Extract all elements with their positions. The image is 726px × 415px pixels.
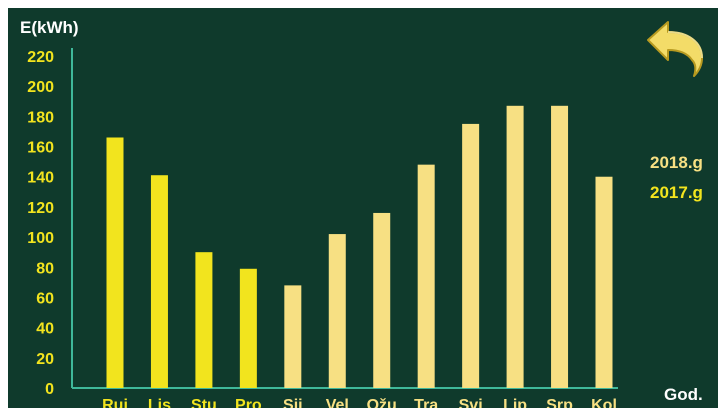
x-tick-label: Lis [148,397,171,408]
bar [106,137,124,388]
bar [462,123,480,388]
bar [506,105,524,389]
bar [551,105,569,389]
y-tick-label: 140 [27,170,54,187]
x-tick-label: Ruj [102,397,128,408]
x-tick-label: Sij [283,397,303,408]
x-tick-label: Lip [503,397,527,408]
y-tick-label: 100 [27,230,54,247]
y-axis-label: E(kWh) [20,18,79,37]
y-tick-label: 0 [45,381,54,398]
y-tick-label: 200 [27,79,54,96]
y-tick-label: 220 [27,49,54,66]
y-tick-label: 20 [36,351,54,368]
x-tick-label: Pro [235,397,262,408]
bar [195,252,213,388]
y-tick-label: 40 [36,321,54,338]
chart-legend: 2018.g 2017.g [650,153,703,202]
legend-entry: 2018.g [650,153,703,172]
x-tick-label: Tra [414,397,438,408]
chart-panel: E(kWh) God. 0 20 40 60 80 100 120 140 160 180 200 2… [8,8,718,408]
back-arrow-icon [647,21,703,77]
y-tick-label: 180 [27,109,54,126]
x-axis-label: God. [664,385,703,404]
y-axis-ticks: 0 20 40 60 80 100 120 140 160 180 200 220 [27,49,54,398]
bar [284,285,302,388]
bar [595,176,613,388]
y-tick-label: 60 [36,290,54,307]
y-tick-label: 120 [27,200,54,217]
x-tick-label: Svi [459,397,483,408]
bar [239,268,257,388]
x-tick-label: Stu [191,397,217,408]
legend-entry: 2017.g [650,183,703,202]
back-button[interactable] [644,18,708,82]
y-tick-label: 80 [36,260,54,277]
x-tick-label: Ožu [367,397,397,408]
bar [417,164,435,388]
bar [373,212,391,388]
bar [150,175,168,388]
x-axis-ticks: Ruj Lis Stu Pro Sij Vel Ožu Tra Svi Lip Srp Kol [102,397,617,408]
chart-bars [106,105,613,389]
bar [328,234,346,388]
x-tick-label: Vel [326,397,349,408]
bar-chart: E(kWh) God. 0 20 40 60 80 100 120 140 160 180 200 2… [20,18,703,408]
y-tick-label: 160 [27,140,54,157]
x-tick-label: Srp [546,397,573,408]
x-tick-label: Kol [591,397,617,408]
